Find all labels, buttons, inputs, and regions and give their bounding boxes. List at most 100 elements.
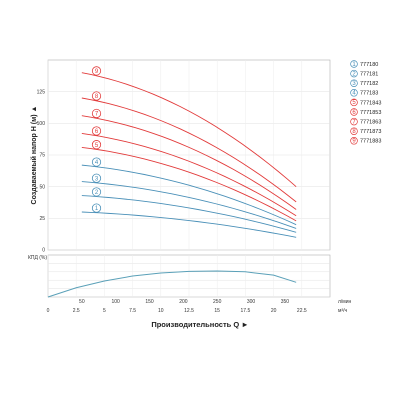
curve-marker-number: 8	[95, 94, 99, 100]
flow-m3h-tick-label: 22.5	[297, 308, 307, 314]
flow-lpm-tick-label: 150	[145, 299, 154, 305]
curve-marker-9: 9	[91, 66, 102, 76]
head-y-tick-label: 50	[39, 184, 45, 190]
x-axis-label: Производительность Q ►	[151, 320, 248, 329]
head-y-tick-label: 25	[39, 216, 45, 222]
legend-marker-circle	[350, 98, 358, 107]
head-curves: 1 2 3 4 5 6 7 8 9	[81, 66, 297, 238]
legend-entry-2: 2 777181	[350, 69, 378, 78]
head-curve-7	[81, 115, 297, 210]
efficiency-axis-label: КПД (%)	[28, 255, 47, 261]
legend-entry-7: 7 7771863	[350, 117, 381, 126]
curve-marker-circle	[91, 91, 102, 101]
curve-marker-6: 6	[91, 126, 102, 136]
head-curve-2	[81, 195, 297, 233]
curve-marker-number: 7	[95, 112, 99, 118]
flow-m3h-tick-label: 10	[158, 308, 164, 314]
legend-marker-number: 1	[352, 62, 356, 68]
head-curve-8	[81, 97, 297, 203]
legend-model-code: 7771873	[360, 129, 381, 135]
flow-lpm-tick-label: 50	[79, 299, 85, 305]
flow-lpm-tick-label: 200	[179, 299, 188, 305]
legend-entry-5: 5 7771843	[350, 98, 381, 107]
efficiency-panel: КПД (%)	[28, 254, 331, 298]
legend-marker-number: 9	[352, 139, 356, 145]
legend-marker-number: 6	[352, 110, 356, 116]
curve-marker-circle	[91, 140, 102, 150]
legend-marker-circle	[350, 117, 358, 126]
y-axis-label: Создаваемый напор H (м) ▲	[30, 106, 38, 205]
legend-entry-6: 6 7771853	[350, 108, 381, 116]
legend-marker-circle	[350, 137, 358, 145]
unit-bottom-label: м³/ч	[338, 308, 347, 314]
head-curve-5	[81, 146, 297, 222]
curve-marker-number: 5	[95, 143, 99, 149]
flow-lpm-ticks: 50 100 150 200 250 300 350	[79, 299, 289, 305]
curve-marker-5: 5	[91, 140, 102, 150]
efficiency-curve	[47, 270, 297, 298]
head-y-tick-label: 75	[39, 153, 45, 159]
curve-marker-circle	[91, 66, 102, 76]
legend-marker-number: 2	[352, 71, 356, 77]
head-curve-3	[81, 181, 297, 229]
legend-entry-4: 4 777183	[350, 89, 378, 97]
flow-m3h-tick-label: 2.5	[73, 308, 80, 314]
head-curve-1	[81, 211, 297, 238]
head-panel: 0 25 50 75 100 125 1 2 3 4 5 6 7 8 9	[37, 59, 331, 254]
flow-lpm-tick-label: 300	[247, 299, 256, 305]
curve-marker-number: 9	[95, 69, 99, 75]
legend-marker-circle	[350, 60, 358, 68]
curve-marker-4: 4	[91, 157, 102, 167]
flow-m3h-tick-label: 15	[214, 308, 220, 314]
flow-lpm-tick-label: 250	[213, 299, 222, 305]
legend-marker-number: 3	[352, 81, 356, 87]
flow-lpm-tick-label: 100	[112, 299, 121, 305]
legend-marker-number: 4	[352, 91, 356, 97]
curve-marker-1: 1	[91, 203, 102, 213]
legend-marker-circle	[350, 127, 358, 135]
legend-marker-circle	[350, 79, 358, 87]
curve-marker-2: 2	[91, 187, 102, 197]
flow-lpm-tick-label: 350	[281, 299, 290, 305]
legend-model-code: 777183	[360, 91, 378, 97]
flow-m3h-tick-label: 20	[271, 308, 277, 314]
flow-m3h-tick-label: 5	[103, 308, 106, 314]
legend-model-code: 7771843	[360, 100, 381, 106]
legend-model-code: 777181	[360, 72, 378, 78]
curve-marker-3: 3	[91, 173, 102, 183]
legend-model-code: 777182	[360, 81, 378, 87]
legend-model-code: 7771863	[360, 120, 381, 126]
legend-model-code: 7771883	[360, 139, 381, 145]
head-curve-9	[81, 72, 297, 188]
curve-marker-circle	[91, 173, 102, 183]
curve-marker-circle	[91, 108, 102, 119]
unit-top-label: л/мин	[338, 299, 352, 305]
head-y-tick-label: 100	[37, 121, 46, 127]
curve-marker-number: 6	[95, 129, 99, 135]
legend-model-code: 777180	[360, 62, 378, 68]
head-curve-4	[81, 164, 297, 226]
flow-m3h-tick-label: 17.5	[241, 308, 251, 314]
legend-marker-circle	[350, 108, 358, 116]
legend-marker-number: 7	[352, 119, 356, 125]
legend-model-code: 7771853	[360, 110, 381, 116]
curve-marker-8: 8	[91, 91, 102, 101]
legend-entry-8: 8 7771873	[350, 127, 381, 135]
curve-marker-circle	[91, 157, 102, 167]
legend-entry-9: 9 7771883	[350, 137, 381, 145]
legend-entry-1: 1 777180	[350, 60, 378, 68]
legend-marker-number: 8	[352, 129, 356, 135]
legend-entry-3: 3 777182	[350, 79, 378, 87]
curve-marker-number: 4	[95, 160, 99, 166]
flow-m3h-tick-label: 7.5	[129, 308, 136, 314]
legend-marker-circle	[350, 89, 358, 97]
flow-m3h-tick-label: 0	[47, 308, 50, 314]
curve-marker-number: 2	[95, 190, 99, 196]
curve-marker-7: 7	[91, 108, 102, 119]
curve-marker-number: 1	[95, 206, 99, 212]
head-curve-6	[81, 133, 297, 217]
head-y-ticks: 0 25 50 75 100 125	[37, 89, 46, 253]
head-y-tick-label: 125	[37, 89, 46, 95]
